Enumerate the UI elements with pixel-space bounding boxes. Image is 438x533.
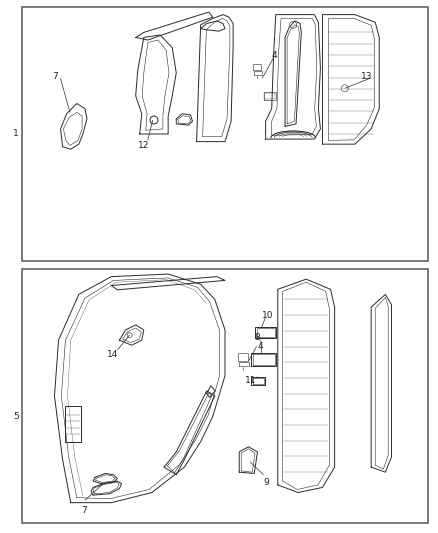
Polygon shape — [22, 269, 428, 523]
Text: 4: 4 — [258, 342, 263, 351]
Text: 14: 14 — [107, 350, 119, 359]
Polygon shape — [22, 7, 428, 261]
Text: 7: 7 — [53, 72, 58, 81]
Text: 5: 5 — [13, 412, 18, 421]
Text: 13: 13 — [361, 72, 373, 81]
Text: 12: 12 — [138, 141, 149, 150]
Text: 4: 4 — [272, 51, 277, 60]
Text: 9: 9 — [264, 478, 269, 487]
Text: 7: 7 — [81, 506, 87, 515]
Text: 8: 8 — [254, 334, 261, 342]
Text: 11: 11 — [245, 376, 257, 385]
Text: 1: 1 — [13, 130, 18, 139]
Text: 10: 10 — [261, 311, 273, 320]
